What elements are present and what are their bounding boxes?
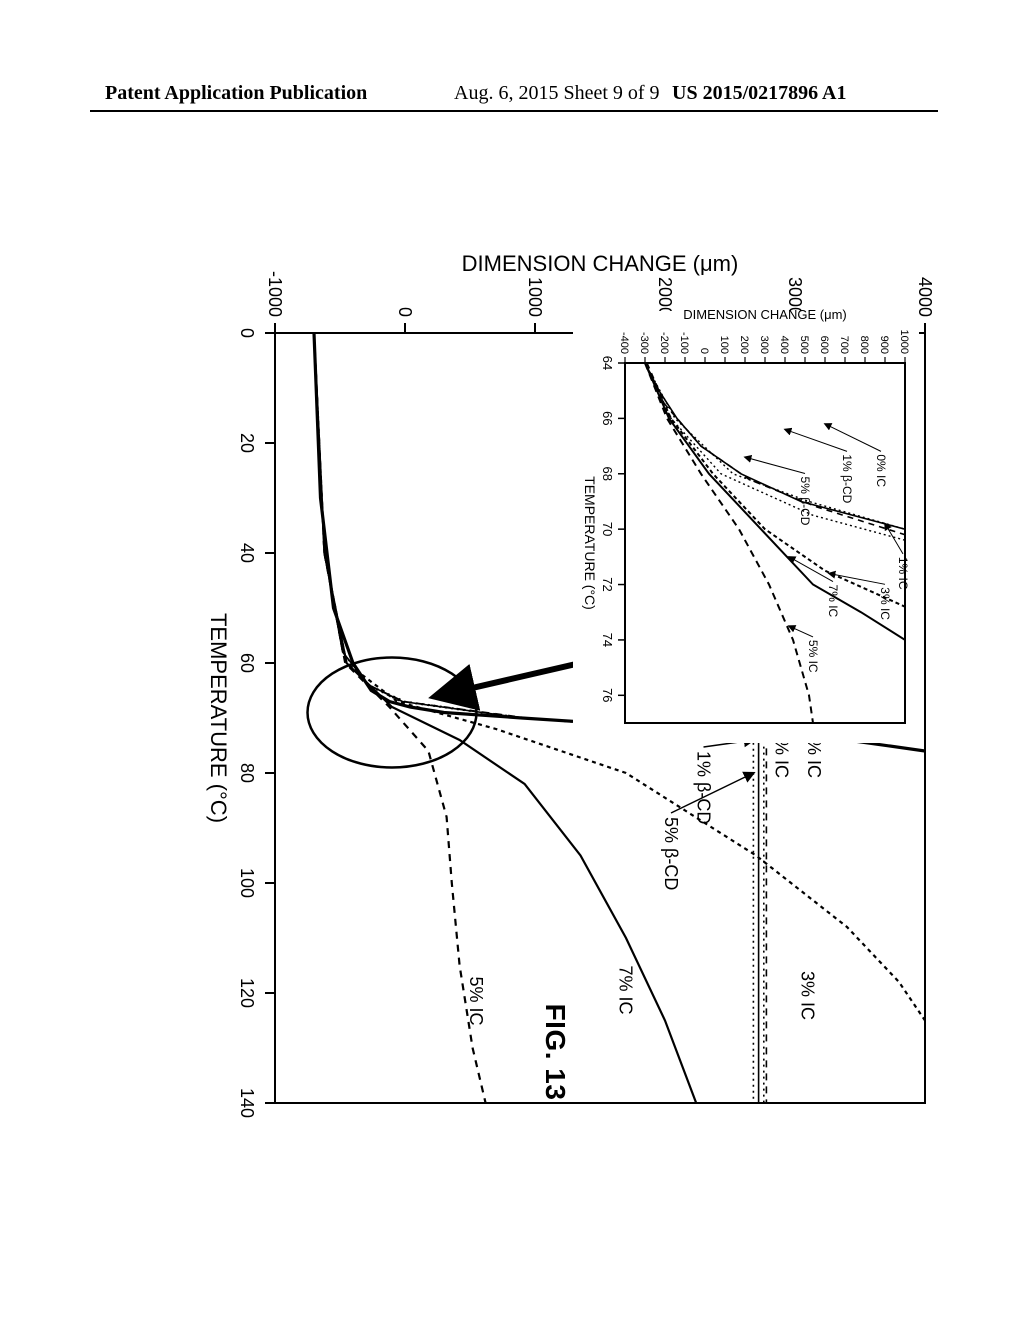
svg-text:5% β-CD: 5% β-CD: [798, 477, 812, 526]
svg-text:80: 80: [237, 763, 257, 783]
svg-text:20: 20: [237, 433, 257, 453]
header-right: US 2015/0217896 A1: [672, 82, 846, 105]
svg-text:1000: 1000: [898, 330, 910, 354]
svg-text:72: 72: [600, 577, 615, 591]
svg-text:1% β-CD: 1% β-CD: [840, 454, 854, 503]
figure-13: 020406080100120140TEMPERATURE (°C)-10000…: [65, 233, 965, 1043]
svg-text:DIMENSION CHANGE (μm): DIMENSION CHANGE (μm): [683, 307, 847, 322]
svg-text:66: 66: [600, 411, 615, 425]
header-center: Aug. 6, 2015 Sheet 9 of 9: [454, 82, 660, 105]
svg-text:400: 400: [778, 336, 790, 354]
svg-text:800: 800: [858, 336, 870, 354]
header-rule: [90, 110, 938, 112]
svg-text:3% IC: 3% IC: [798, 971, 818, 1020]
svg-text:-300: -300: [638, 332, 650, 354]
svg-text:100: 100: [718, 336, 730, 354]
svg-text:7% IC: 7% IC: [616, 966, 636, 1015]
svg-text:7% IC: 7% IC: [826, 585, 840, 618]
svg-text:4000: 4000: [915, 277, 935, 317]
svg-text:140: 140: [237, 1088, 257, 1118]
svg-text:0% IC: 0% IC: [874, 454, 888, 487]
svg-text:900: 900: [878, 336, 890, 354]
svg-text:0: 0: [395, 307, 415, 317]
svg-text:68: 68: [600, 467, 615, 481]
svg-text:0: 0: [237, 328, 257, 338]
header-left: Patent Application Publication: [105, 82, 367, 105]
svg-text:500: 500: [798, 336, 810, 354]
svg-text:200: 200: [738, 336, 750, 354]
svg-text:3% IC: 3% IC: [878, 587, 892, 620]
figure-caption: FIG. 13: [539, 977, 571, 1127]
svg-text:64: 64: [600, 356, 615, 370]
svg-text:-200: -200: [658, 332, 670, 354]
svg-text:1% β-CD: 1% β-CD: [694, 751, 714, 824]
svg-text:-1000: -1000: [265, 271, 285, 317]
svg-text:700: 700: [838, 336, 850, 354]
svg-text:-400: -400: [618, 332, 630, 354]
page: Patent Application Publication Aug. 6, 2…: [0, 0, 1024, 1320]
svg-text:120: 120: [237, 978, 257, 1008]
svg-text:TEMPERATURE (°C): TEMPERATURE (°C): [582, 476, 598, 610]
svg-text:2000: 2000: [655, 277, 675, 317]
svg-text:TEMPERATURE (°C): TEMPERATURE (°C): [206, 613, 231, 823]
svg-text:5% IC: 5% IC: [806, 640, 820, 673]
svg-text:1000: 1000: [525, 277, 545, 317]
svg-text:5% β-CD: 5% β-CD: [661, 817, 681, 890]
svg-text:0: 0: [698, 348, 710, 354]
svg-text:60: 60: [237, 653, 257, 673]
svg-text:-100: -100: [678, 332, 690, 354]
svg-text:5% IC: 5% IC: [466, 977, 486, 1026]
svg-text:70: 70: [600, 522, 615, 536]
svg-text:DIMENSION CHANGE (μm): DIMENSION CHANGE (μm): [462, 251, 739, 276]
svg-text:1% IC: 1% IC: [896, 557, 910, 590]
svg-text:600: 600: [818, 336, 830, 354]
svg-text:76: 76: [600, 688, 615, 702]
svg-text:100: 100: [237, 868, 257, 898]
svg-text:40: 40: [237, 543, 257, 563]
svg-text:300: 300: [758, 336, 770, 354]
svg-text:74: 74: [600, 633, 615, 647]
